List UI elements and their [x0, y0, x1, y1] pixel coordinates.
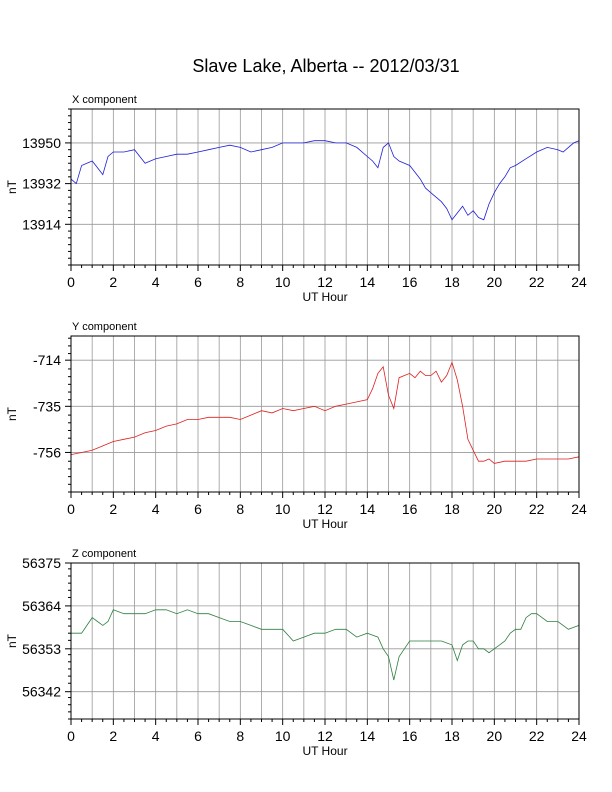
- x-tick-label: 22: [529, 274, 545, 290]
- x-tick-label: 0: [67, 274, 75, 290]
- x-tick-label: 4: [152, 728, 160, 744]
- data-series-line: [71, 609, 580, 681]
- y-tick-label: 56353: [22, 641, 61, 657]
- x-tick-label: 2: [109, 501, 117, 517]
- x-tick-label: 10: [275, 501, 291, 517]
- panel-label: Y component: [72, 321, 137, 333]
- x-tick-label: 6: [194, 274, 202, 290]
- x-tick-label: 12: [317, 274, 333, 290]
- y-tick-label: 56375: [22, 555, 61, 571]
- x-tick-label: 20: [487, 501, 503, 517]
- x-axis-label: UT Hour: [302, 744, 347, 758]
- y-tick-label: 13914: [22, 216, 61, 232]
- x-tick-label: 12: [317, 501, 333, 517]
- x-tick-label: 14: [360, 728, 376, 744]
- data-series-line: [70, 361, 580, 464]
- x-tick-label: 12: [317, 728, 333, 744]
- y-axis-label: nT: [5, 179, 19, 194]
- panel-label: X component: [72, 94, 137, 106]
- y-axis-label: nT: [5, 633, 19, 648]
- y-tick-label: -735: [33, 398, 61, 414]
- x-tick-label: 24: [571, 274, 587, 290]
- y-tick-label: 13950: [22, 135, 61, 151]
- y-component-panel: Y component -714 -735 -756 0 2 4 6 8 10 12 14 16 18 20…: [0, 317, 612, 535]
- page-title: Slave Lake, Alberta -- 2012/03/31: [192, 56, 460, 76]
- x-tick-label: 24: [571, 728, 587, 744]
- x-tick-label: 20: [487, 274, 503, 290]
- y-tick-label: 56342: [22, 684, 61, 700]
- x-tick-label: 18: [444, 274, 460, 290]
- x-tick-label: 0: [67, 501, 75, 517]
- x-tick-label: 6: [194, 501, 202, 517]
- x-tick-label: 10: [275, 728, 291, 744]
- y-tick-label: -756: [33, 444, 61, 460]
- x-tick-label: 10: [275, 274, 291, 290]
- x-axis-label: UT Hour: [302, 290, 347, 304]
- x-tick-label: 14: [360, 501, 376, 517]
- x-tick-label: 22: [529, 728, 545, 744]
- z-component-panel: Z component 56342 56353 56364 56375 0 2 4 6 8 10 12…: [0, 544, 612, 762]
- x-tick-label: 18: [444, 728, 460, 744]
- x-tick-label: 4: [152, 501, 160, 517]
- x-tick-label: 22: [529, 501, 545, 517]
- y-axis-label: nT: [5, 406, 19, 421]
- x-tick-label: 8: [236, 274, 244, 290]
- x-tick-label: 8: [236, 728, 244, 744]
- x-tick-label: 16: [402, 274, 418, 290]
- x-tick-label: 4: [152, 274, 160, 290]
- x-component-panel: X component 13914 13932 13950 0 2 4 6 8 10 12 14 16 1…: [0, 90, 612, 308]
- x-tick-label: 24: [571, 501, 587, 517]
- y-tick-label: 13932: [22, 176, 61, 192]
- x-tick-label: 2: [109, 728, 117, 744]
- x-tick-label: 2: [109, 274, 117, 290]
- x-tick-label: 8: [236, 501, 244, 517]
- x-tick-label: 0: [67, 728, 75, 744]
- data-series-line: [70, 140, 580, 221]
- x-tick-label: 6: [194, 728, 202, 744]
- x-tick-label: 16: [402, 501, 418, 517]
- x-tick-label: 18: [444, 501, 460, 517]
- panel-label: Z component: [72, 548, 136, 560]
- y-tick-label: 56364: [22, 598, 61, 614]
- x-tick-label: 14: [360, 274, 376, 290]
- x-tick-label: 20: [487, 728, 503, 744]
- x-tick-label: 16: [402, 728, 418, 744]
- y-tick-label: -714: [33, 352, 61, 368]
- x-axis-label: UT Hour: [302, 517, 347, 531]
